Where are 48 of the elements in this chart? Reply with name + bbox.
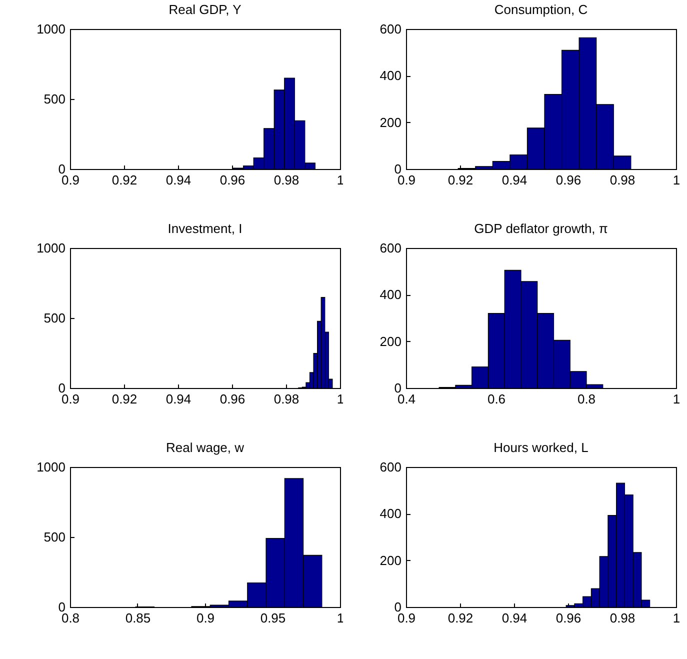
x-tick-label: 1 [336, 172, 344, 188]
x-tick-label: 1 [672, 392, 680, 406]
x-tick-label: 0.92 [448, 172, 474, 188]
x-tick-label: 0.98 [610, 172, 636, 188]
x-tick-label: 0.96 [556, 610, 582, 626]
x-tick-label: 0.85 [125, 610, 151, 626]
x-tick-label: 0.96 [220, 172, 246, 188]
y-tick-label: 1000 [36, 240, 66, 256]
y-tick-label: 200 [380, 114, 402, 130]
x-tick-label: 0.9 [196, 610, 215, 626]
x-tick-label: 0.94 [166, 172, 192, 188]
chart-title: Real wage, w [166, 440, 245, 455]
x-tick-label: 0.8 [577, 392, 596, 406]
x-tick-label: 0.95 [260, 610, 286, 626]
x-tick-label: 0.92 [112, 172, 138, 188]
x-tick-label: 0.98 [610, 610, 636, 626]
y-tick-label: 1000 [36, 22, 66, 36]
x-tick-label: 0.94 [166, 392, 192, 406]
y-tick-label: 600 [380, 460, 402, 474]
y-tick-label: 200 [380, 334, 402, 349]
x-tick-label: 0.96 [220, 392, 246, 406]
y-tick-label: 500 [44, 310, 66, 326]
x-tick-label: 0.98 [274, 392, 300, 406]
x-tick-label: 1 [672, 172, 680, 188]
y-tick-label: 200 [380, 552, 402, 568]
y-tick-label: 400 [380, 287, 402, 302]
chart-title: Real GDP, Y [168, 2, 242, 17]
y-tick-label: 600 [380, 240, 402, 256]
x-tick-label: 1 [336, 392, 344, 406]
x-tick-label: 0.6 [487, 392, 506, 406]
y-tick-label: 500 [44, 530, 66, 544]
x-tick-label: 1 [672, 610, 680, 626]
x-tick-label: 0.96 [556, 172, 582, 188]
chart-title: Consumption, C [494, 2, 588, 17]
y-tick-label: 500 [44, 92, 66, 106]
chart-title: Hours worked, L [494, 440, 588, 455]
x-tick-label: 1 [336, 610, 344, 626]
x-tick-label: 0.92 [448, 610, 474, 626]
x-tick-label: 0.94 [502, 610, 528, 626]
chart-title: Investment, I [168, 221, 242, 236]
y-tick-label: 1000 [36, 460, 66, 474]
y-tick-label: 400 [380, 68, 402, 84]
x-tick-label: 0.98 [274, 172, 300, 188]
y-tick-label: 600 [380, 22, 402, 36]
x-tick-label: 0.94 [502, 172, 528, 188]
y-tick-label: 400 [380, 506, 402, 522]
chart-title: GDP deflator growth, π [474, 221, 608, 236]
x-tick-label: 0.92 [112, 392, 138, 406]
